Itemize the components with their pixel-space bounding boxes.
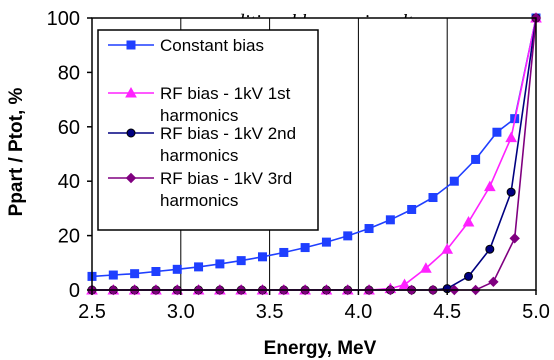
legend-entry-3: RF bias - 1kV 2nd harmonics bbox=[108, 124, 296, 165]
y-tick-label: 40 bbox=[58, 171, 80, 193]
data-point bbox=[130, 269, 140, 279]
x-tick-label: 3.0 bbox=[167, 301, 195, 323]
data-point bbox=[483, 180, 496, 192]
data-point bbox=[125, 172, 137, 184]
legend-label: RF bias - 1kV 1st bbox=[160, 84, 291, 103]
x-tick-label: 2.5 bbox=[78, 301, 106, 323]
legend-entry-4: RF bias - 1kV 3rd harmonics bbox=[108, 169, 292, 210]
data-point bbox=[428, 193, 438, 203]
data-point bbox=[506, 187, 516, 197]
y-tick-label: 60 bbox=[58, 117, 80, 139]
data-point bbox=[257, 252, 267, 262]
data-point bbox=[126, 40, 136, 50]
data-point bbox=[321, 237, 331, 247]
x-axis-label: Energy, MeV bbox=[264, 338, 377, 359]
data-point bbox=[398, 278, 411, 290]
legend-label: harmonics bbox=[160, 106, 238, 125]
data-point bbox=[462, 215, 475, 227]
data-point bbox=[471, 154, 481, 164]
data-point bbox=[194, 262, 204, 272]
data-point bbox=[505, 131, 517, 143]
y-tick-label: 80 bbox=[58, 62, 80, 84]
legend-label: harmonics bbox=[160, 146, 238, 165]
data-point bbox=[300, 243, 310, 253]
data-point bbox=[488, 276, 499, 288]
legend-entry-1: Constant bias bbox=[108, 36, 264, 55]
data-point bbox=[236, 256, 246, 266]
data-point bbox=[215, 259, 225, 269]
x-tick-label: 5.0 bbox=[522, 301, 550, 323]
y-axis-label: Ppart / Ptot, % bbox=[6, 88, 27, 217]
data-point bbox=[125, 86, 137, 98]
data-point bbox=[449, 176, 459, 186]
x-tick-label: 4.0 bbox=[344, 301, 372, 323]
data-point bbox=[485, 244, 495, 254]
y-tick-label: 20 bbox=[58, 226, 80, 248]
data-point bbox=[464, 271, 474, 281]
data-point bbox=[509, 233, 520, 244]
data-point bbox=[441, 243, 454, 254]
legend-box bbox=[97, 29, 319, 231]
data-point bbox=[279, 247, 289, 257]
series-line bbox=[91, 17, 537, 278]
data-point bbox=[492, 127, 502, 137]
data-point bbox=[420, 262, 432, 273]
legend-label: RF bias - 1kV 3rd bbox=[160, 169, 292, 188]
axes: 2.5 3.0 3.5 4.0 4.5 5.0 0 20 40 60 80 100 bbox=[47, 8, 550, 323]
x-tick-label: 4.5 bbox=[433, 301, 461, 323]
data-point bbox=[108, 270, 118, 280]
legend-label: harmonics bbox=[160, 191, 238, 210]
data-point bbox=[364, 224, 374, 234]
plot-border bbox=[91, 17, 537, 291]
legend-entry-2: RF bias - 1kV 1st harmonics bbox=[108, 84, 291, 125]
y-tick-label: 100 bbox=[47, 8, 80, 30]
y-tick-label: 0 bbox=[69, 280, 80, 302]
x-tick-label: 3.5 bbox=[256, 301, 284, 323]
data-point bbox=[172, 264, 182, 274]
data-point bbox=[151, 267, 161, 277]
data-point bbox=[407, 204, 417, 214]
legend-label: RF bias - 1kV 2nd bbox=[160, 124, 296, 143]
legend-label: Constant bias bbox=[160, 36, 264, 55]
data-point bbox=[385, 215, 395, 225]
data-point bbox=[126, 128, 136, 138]
data-point bbox=[343, 231, 353, 241]
